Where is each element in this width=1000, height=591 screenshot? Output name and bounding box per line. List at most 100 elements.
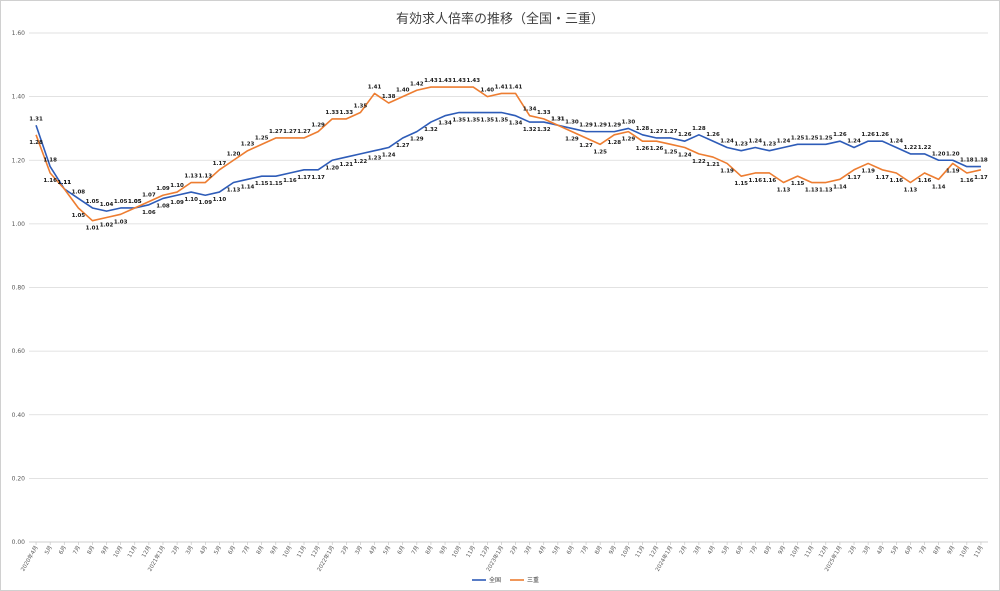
x-tick-label: 7月: [241, 545, 252, 556]
data-label: 1.26: [875, 132, 889, 138]
x-tick-label: 11月: [465, 545, 477, 559]
x-tick-label: 4月: [706, 545, 717, 556]
data-label: 1.09: [170, 200, 184, 206]
data-label: 1.02: [100, 223, 114, 229]
data-label: 1.19: [720, 168, 734, 174]
data-label: 1.16: [960, 178, 974, 184]
data-label: 1.07: [142, 193, 156, 199]
data-label: 1.10: [184, 197, 198, 203]
data-label: 1.29: [622, 137, 636, 143]
data-label: 1.25: [593, 149, 607, 155]
x-tick-label: 8月: [763, 545, 774, 556]
data-label: 1.17: [974, 175, 988, 181]
data-label: 1.26: [678, 132, 692, 138]
data-label: 1.22: [354, 159, 368, 165]
data-label: 1.10: [213, 197, 227, 203]
legend-label-mie: 三重: [527, 576, 539, 584]
data-label: 1.16: [918, 178, 932, 184]
data-label: 1.32: [537, 127, 551, 133]
data-label: 1.24: [847, 139, 861, 145]
data-label: 1.35: [495, 118, 509, 124]
y-tick-label: 1.40: [12, 94, 26, 101]
x-tick-label: 2月: [678, 545, 689, 556]
data-label: 1.24: [777, 139, 791, 145]
data-label: 1.22: [918, 145, 932, 151]
x-tick-label: 5月: [720, 545, 731, 556]
x-tick-label: 8月: [932, 545, 943, 556]
x-tick-label: 10月: [620, 545, 632, 559]
data-label: 1.23: [368, 156, 382, 162]
series-lines: [35, 86, 982, 222]
data-label: 1.16: [890, 178, 904, 184]
data-label: 1.08: [72, 189, 86, 195]
data-label: 1.33: [340, 110, 354, 116]
data-label: 1.14: [932, 184, 946, 190]
data-label: 1.10: [170, 183, 184, 189]
x-tick-label: 10月: [281, 545, 293, 559]
x-tick-label: 6月: [396, 545, 407, 556]
x-tick-label: 11月: [803, 545, 815, 559]
data-label: 1.11: [57, 180, 71, 186]
y-tick-label: 0.20: [12, 475, 26, 482]
x-tick-label: 9月: [100, 545, 111, 556]
x-tick-label: 7月: [579, 545, 590, 556]
data-label: 1.31: [29, 116, 43, 122]
data-label: 1.22: [904, 145, 918, 151]
x-tick-label: 10月: [958, 545, 970, 559]
x-tick-label: 3月: [523, 545, 534, 556]
data-label: 1.28: [607, 140, 621, 146]
data-label: 1.19: [946, 168, 960, 174]
data-label: 1.18: [43, 158, 57, 164]
y-tick-label: 0.60: [12, 348, 26, 355]
data-label: 1.21: [340, 162, 354, 168]
data-label: 1.31: [551, 116, 565, 122]
data-label: 1.18: [974, 158, 988, 164]
y-tick-label: 0.40: [12, 412, 26, 419]
x-tick-label: 12月: [479, 545, 491, 559]
data-label: 1.28: [29, 140, 43, 146]
data-label: 1.27: [664, 129, 678, 135]
x-tick-label: 6月: [57, 545, 68, 556]
x-tick-label: 4月: [198, 545, 209, 556]
data-label: 1.25: [819, 135, 833, 141]
x-tick-label: 11月: [634, 545, 646, 559]
data-label: 1.17: [847, 175, 861, 181]
data-label: 1.21: [706, 162, 720, 168]
data-label: 1.14: [241, 184, 255, 190]
data-label: 1.03: [114, 219, 128, 225]
data-label: 1.33: [325, 110, 339, 116]
data-label: 1.24: [890, 139, 904, 145]
x-tick-label: 6月: [565, 545, 576, 556]
data-label: 1.13: [777, 188, 791, 194]
x-tick-label: 8月: [255, 545, 266, 556]
data-label: 1.16: [283, 178, 297, 184]
y-tick-label: 1.60: [12, 30, 26, 37]
data-label: 1.27: [283, 129, 297, 135]
x-tick-label: 11月: [972, 545, 984, 559]
data-label: 1.18: [960, 158, 974, 164]
data-label: 1.32: [424, 127, 438, 133]
x-tick-label: 9月: [777, 545, 788, 556]
data-label: 1.35: [354, 104, 368, 110]
data-label: 1.24: [720, 139, 734, 145]
data-label: 1.43: [466, 78, 480, 84]
x-tick-label: 2020年4月: [19, 544, 40, 573]
data-label: 1.35: [452, 118, 466, 124]
data-label: 1.29: [311, 123, 325, 129]
data-label: 1.35: [481, 118, 495, 124]
y-tick-label: 1.20: [12, 157, 26, 164]
data-label: 1.26: [833, 132, 847, 138]
data-label: 1.13: [819, 188, 833, 194]
data-label: 1.24: [678, 153, 692, 159]
x-tick-label: 9月: [269, 545, 280, 556]
data-label: 1.20: [227, 151, 241, 157]
data-label: 1.13: [805, 188, 819, 194]
data-label: 1.29: [593, 123, 607, 129]
data-label: 1.05: [128, 199, 142, 205]
x-tick-label: 9月: [607, 545, 618, 556]
x-tick-label: 4月: [537, 545, 548, 556]
data-label: 1.25: [664, 149, 678, 155]
x-tick-label: 2月: [509, 545, 520, 556]
